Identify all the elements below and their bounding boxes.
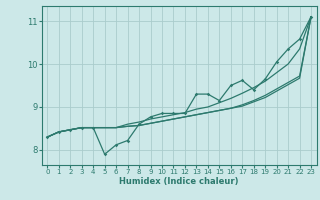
X-axis label: Humidex (Indice chaleur): Humidex (Indice chaleur) [119,177,239,186]
